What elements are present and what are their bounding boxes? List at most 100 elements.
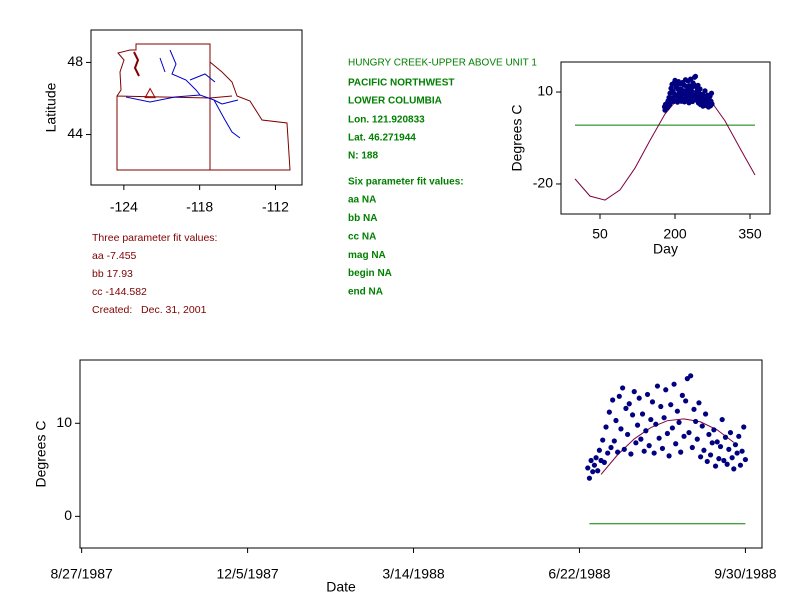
six-fit-value: cc NA <box>348 231 376 242</box>
data-point <box>726 446 732 452</box>
data-point <box>600 437 606 443</box>
puget-sound <box>133 51 140 77</box>
six-fit-value: mag NA <box>348 250 386 261</box>
data-point <box>591 462 598 468</box>
data-point <box>676 419 682 425</box>
data-point <box>716 456 722 462</box>
y-tick-label: 44 <box>67 125 83 141</box>
data-point <box>712 463 719 469</box>
data-point <box>610 397 616 403</box>
data-point <box>709 440 715 446</box>
data-point <box>704 458 710 465</box>
data-point <box>586 475 593 481</box>
data-point <box>593 455 599 461</box>
three-fit-value: bb 17.93 <box>92 268 133 280</box>
data-point <box>654 383 661 389</box>
data-point <box>611 438 617 444</box>
six-fit-value: end NA <box>348 287 383 298</box>
y-tick-label: 10 <box>537 83 553 99</box>
data-point <box>727 429 734 436</box>
data-point <box>621 446 627 452</box>
data-point <box>668 402 674 408</box>
y-tick-label: 0 <box>64 507 72 523</box>
data-point <box>626 401 632 407</box>
data-point <box>608 444 614 451</box>
data-point <box>692 73 699 80</box>
data-point <box>742 456 749 463</box>
data-point <box>731 466 737 472</box>
data-point <box>717 443 724 450</box>
data-point <box>706 431 712 438</box>
data-point <box>739 448 745 454</box>
data-point <box>588 457 594 464</box>
data-point <box>673 441 679 447</box>
y-tick-label: -20 <box>533 175 553 191</box>
state-borders <box>116 43 291 171</box>
x-tick-label: 9/30/1988 <box>714 566 776 582</box>
x-tick-label: 12/5/1987 <box>216 566 278 582</box>
data-point <box>708 90 715 96</box>
data-point <box>633 440 639 446</box>
data-point <box>595 468 601 474</box>
data-point <box>693 418 699 425</box>
data-point <box>702 411 709 417</box>
y-tick-label: 48 <box>67 53 83 69</box>
y-axis-label: Degrees C <box>509 105 525 172</box>
data-point <box>686 429 692 436</box>
data-point <box>702 88 708 94</box>
plot-frame <box>90 29 303 186</box>
data-point <box>623 405 629 411</box>
data-point <box>639 411 646 417</box>
data-point <box>606 409 612 415</box>
x-axis-label: Day <box>653 241 678 257</box>
data-point <box>671 381 677 387</box>
site-name: HUNGRY CREEK-UPPER ABOVE UNIT 1 <box>348 58 537 69</box>
site-marker <box>144 87 156 99</box>
data-point <box>669 425 675 431</box>
data-point <box>741 424 747 430</box>
count: N: 188 <box>348 151 378 162</box>
data-point <box>674 408 680 414</box>
data-point <box>687 76 694 82</box>
data-point <box>697 86 703 92</box>
six-fit-title: Six parameter fit values: <box>348 177 464 188</box>
data-point <box>732 442 739 448</box>
data-point <box>616 393 622 399</box>
data-point <box>634 422 641 428</box>
region: PACIFIC NORTHWEST <box>348 78 454 89</box>
x-tick-label: -124 <box>110 199 138 215</box>
data-point <box>590 469 596 475</box>
data-point <box>664 430 671 437</box>
data-point <box>729 455 735 461</box>
data-point <box>648 416 654 423</box>
three-fit-title: Three parameter fit values: <box>92 232 217 244</box>
x-axis-label: Date <box>326 579 356 595</box>
data-point <box>659 445 666 452</box>
data-point <box>736 433 742 439</box>
data-point <box>714 439 720 445</box>
data-point <box>605 450 611 456</box>
data-point <box>643 428 649 434</box>
longitude: Lon. 121.920833 <box>348 115 425 126</box>
six-fit-value: aa NA <box>348 195 376 206</box>
data-point <box>681 433 687 439</box>
data-point <box>698 454 704 460</box>
data-point <box>699 423 705 429</box>
data-point <box>658 403 664 410</box>
map-outline <box>116 43 291 171</box>
plot-frame <box>560 61 771 215</box>
rivers <box>125 49 241 139</box>
data-point <box>689 89 695 95</box>
x-tick-label: 350 <box>738 226 762 242</box>
plot-frame <box>79 359 763 549</box>
data-point <box>661 415 667 421</box>
data-point <box>631 389 637 395</box>
data-point <box>656 435 662 441</box>
data-point <box>649 399 656 405</box>
data-point <box>709 101 715 107</box>
three-fit-value: aa -7.455 <box>92 250 137 262</box>
x-tick-label: -112 <box>262 199 289 215</box>
data-point <box>601 459 607 465</box>
